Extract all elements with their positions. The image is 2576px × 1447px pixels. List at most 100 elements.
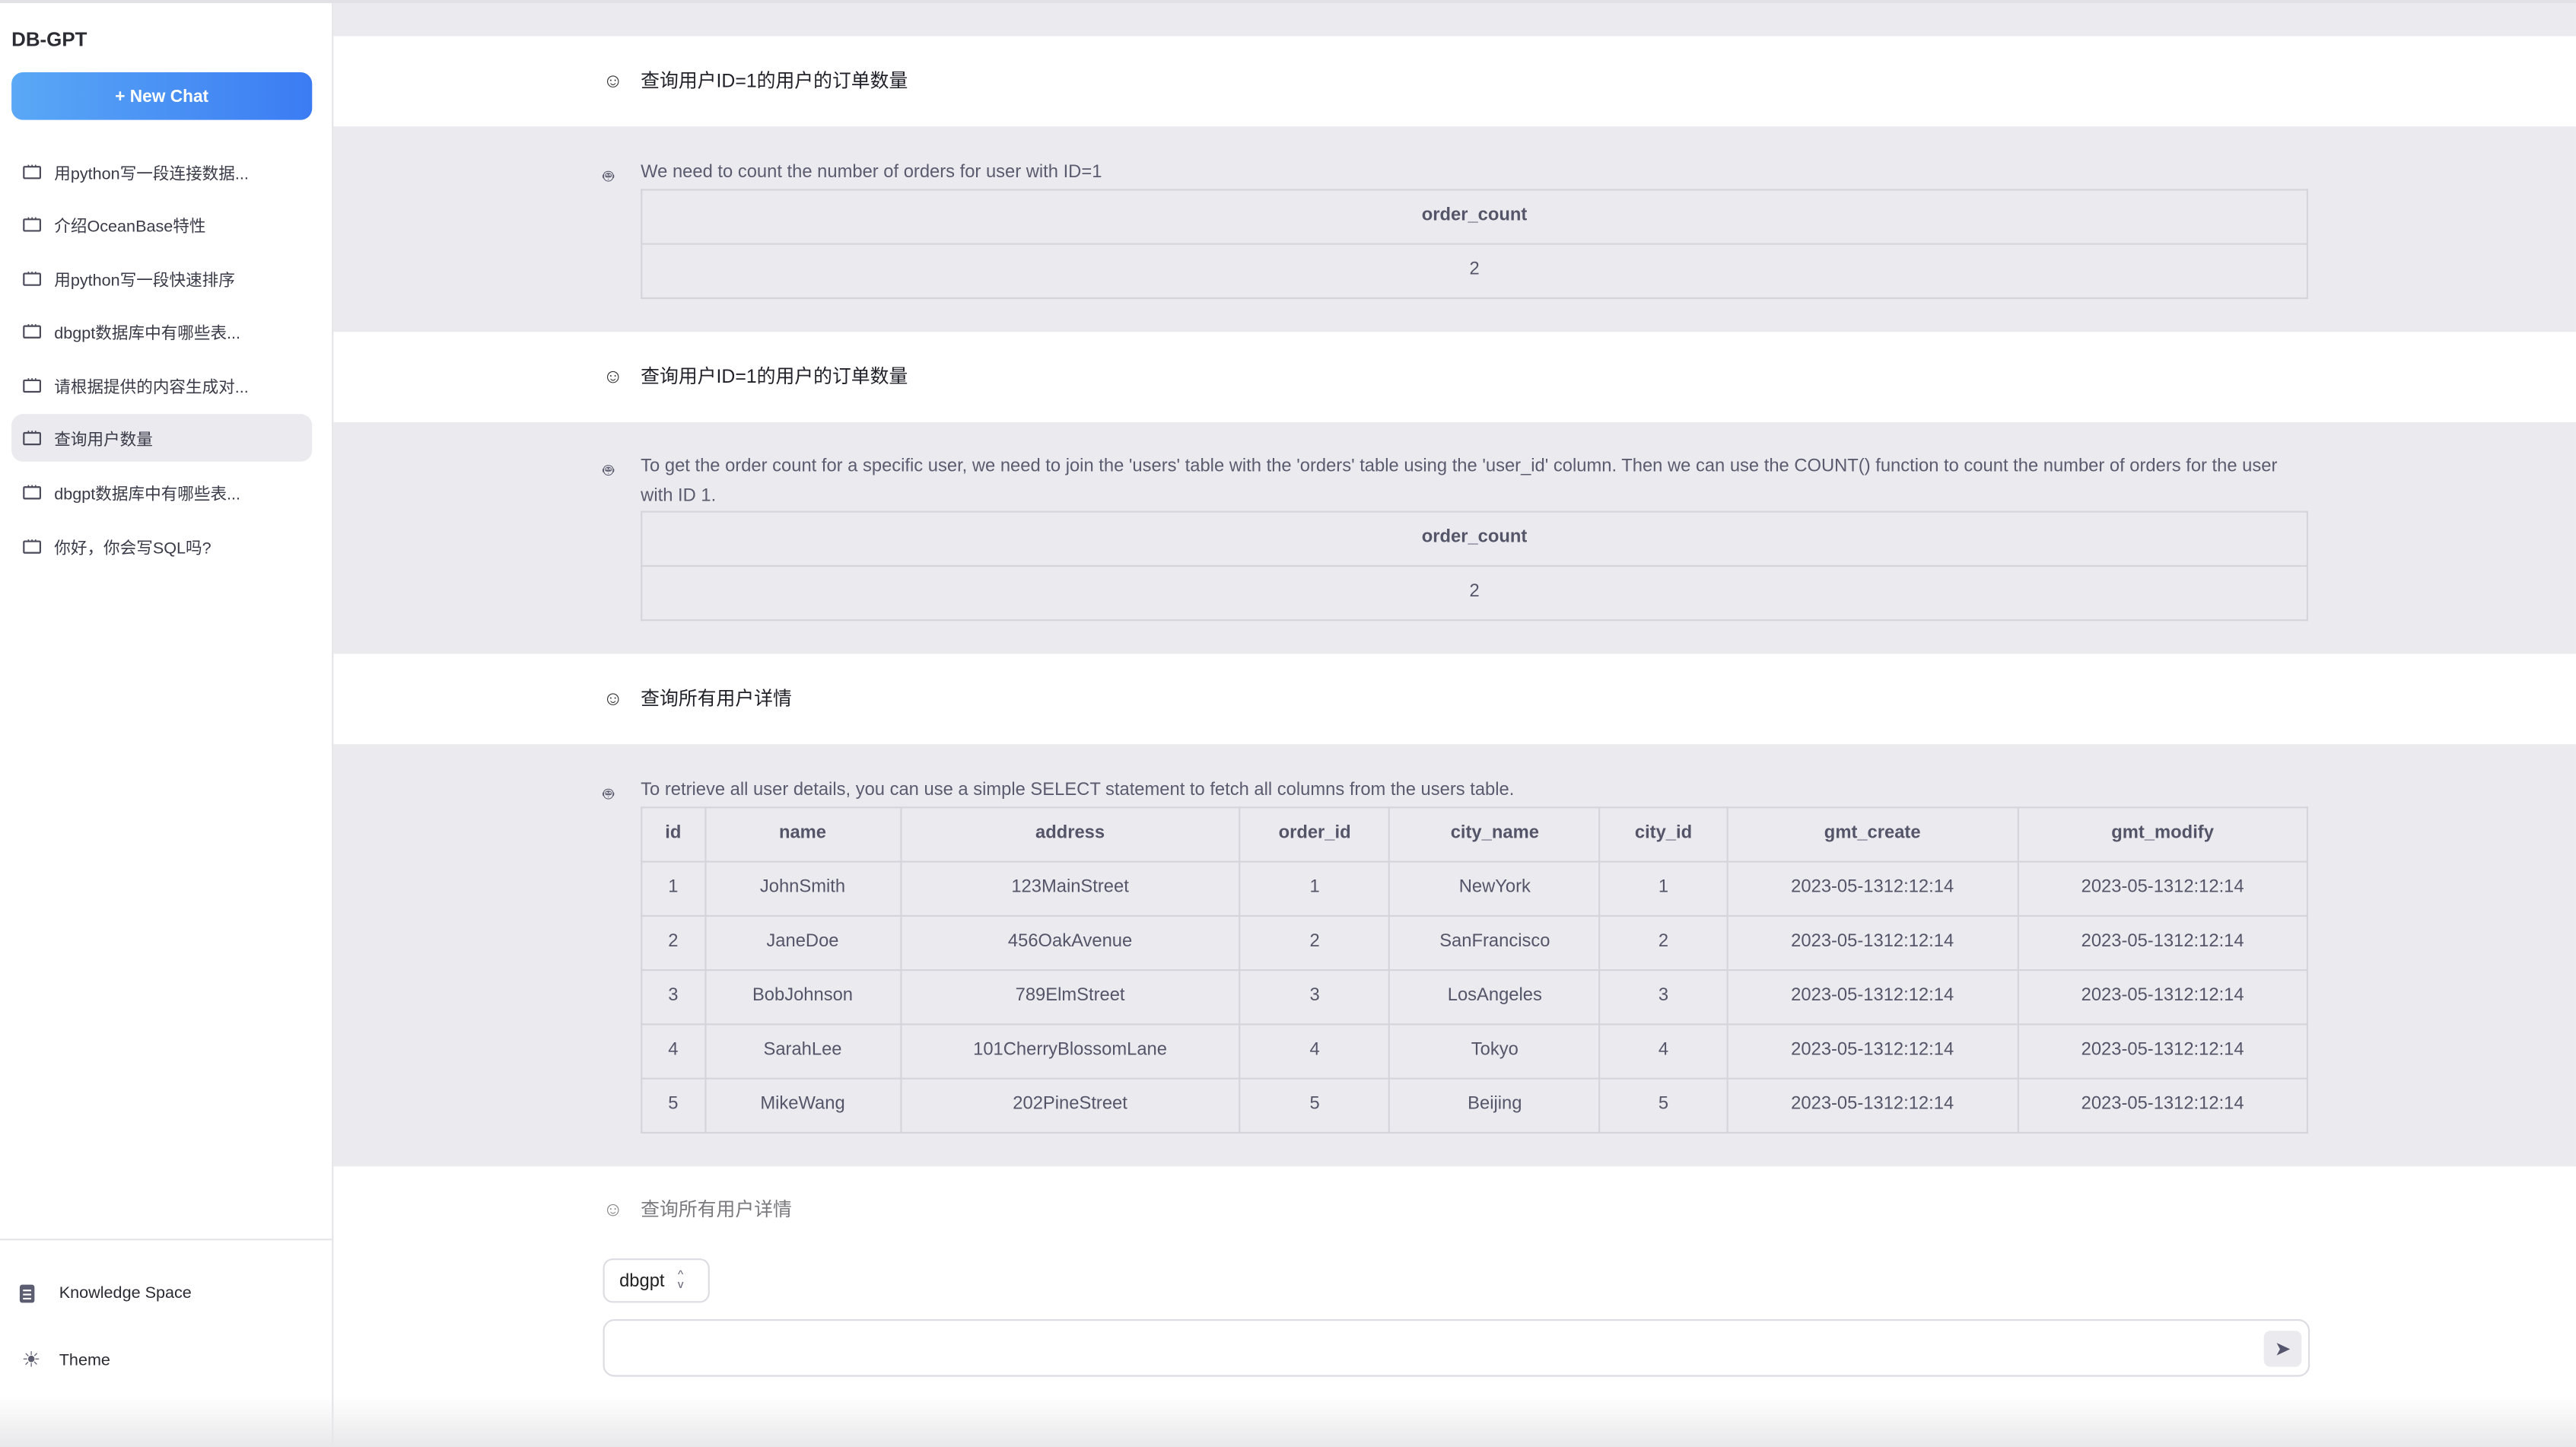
top-border	[0, 0, 2576, 4]
table-cell: 3	[1239, 968, 1391, 1025]
user-avatar-icon: ☺	[603, 685, 623, 709]
table-cell: NewYork	[1388, 860, 1601, 916]
table-cell: 1	[641, 860, 706, 916]
sidebar-chat-item[interactable]: 你好，你会写SQL吗?	[11, 523, 312, 571]
sidebar-chat-item[interactable]: 介绍OceanBase特性	[11, 200, 312, 248]
sidebar-item-label: 请根据提供的内容生成对...	[54, 379, 249, 398]
table-cell: 4	[1598, 1022, 1728, 1079]
table-cell: 3	[1598, 968, 1728, 1025]
table-cell: 2023-05-1312:12:14	[2017, 1022, 2308, 1079]
column-header: order_count	[641, 510, 2308, 567]
answer-text: We need to count the number of orders fo…	[641, 162, 1102, 183]
app-title: DB-GPT	[11, 27, 87, 51]
user-message: ☺ 查询所有用户详情	[333, 654, 2576, 744]
top-strip	[333, 3, 2576, 37]
table-row: 5 MikeWang 202PineStreet 5 Beijing 5 2023-05-1…	[641, 1077, 2308, 1133]
sidebar-chat-item[interactable]: 用python写一段快速排序	[11, 255, 312, 303]
table-cell: Tokyo	[1388, 1022, 1601, 1079]
table-cell: 2	[1598, 914, 1728, 971]
table-cell: 2	[641, 242, 2308, 298]
table-cell: 456OakAvenue	[899, 914, 1241, 971]
table-cell: 101CherryBlossomLane	[899, 1022, 1241, 1079]
table-cell: 123MainStreet	[899, 860, 1241, 916]
table-cell: BobJohnson	[704, 968, 902, 1025]
send-button[interactable]: ➤	[2263, 1331, 2302, 1367]
user-avatar-icon: ☺	[603, 364, 623, 387]
table-row: 4 SarahLee 101CherryBlossomLane 4 Tokyo 4 2023…	[641, 1022, 2308, 1079]
robot-icon: 🤖︎	[603, 167, 614, 188]
assistant-message: 🤖︎ We need to count the number of orders …	[333, 126, 2576, 332]
result-table: order_count 2	[641, 510, 2308, 622]
pending-question-text: 查询所有用户详情	[641, 1201, 792, 1221]
chat-bubble-icon	[23, 157, 41, 179]
table-header-row: id name address order_id city_name city_id gmt…	[641, 806, 2308, 862]
sidebar-item-label: dbgpt数据库中有哪些表...	[54, 486, 241, 504]
user-avatar-icon: ☺	[603, 68, 623, 91]
question-text: 查询所有用户详情	[641, 689, 792, 710]
sidebar-chat-item[interactable]: 查询用户数量	[11, 414, 313, 462]
answer-text: To retrieve all user details, you can us…	[641, 780, 1515, 800]
question-text: 查询用户ID=1的用户的订单数量	[641, 72, 908, 92]
user-message: ☺ 查询用户ID=1的用户的订单数量	[333, 332, 2576, 422]
sidebar-item-label: 用python写一段连接数据...	[54, 166, 249, 184]
chat-input-box: ➤	[603, 1318, 2310, 1377]
table-cell: JaneDoe	[704, 914, 902, 971]
table-cell: 2023-05-1312:12:14	[1725, 1022, 2019, 1079]
table-row: 2	[641, 564, 2308, 622]
new-chat-button[interactable]: + New Chat	[11, 72, 313, 120]
sidebar: DB-GPT + New Chat 用python写一段连接数据... 介绍Oce…	[0, 3, 334, 1447]
table-cell: 5	[641, 1077, 706, 1133]
sidebar-item-label: 用python写一段快速排序	[54, 272, 235, 291]
theme-toggle[interactable]: ☀ Theme	[20, 1347, 110, 1372]
table-header-row: order_count	[641, 510, 2308, 567]
table-cell: 202PineStreet	[899, 1077, 1241, 1133]
sidebar-chat-item[interactable]: 请根据提供的内容生成对...	[11, 361, 312, 409]
table-cell: 2	[641, 564, 2308, 622]
table-cell: 1	[1598, 860, 1728, 916]
table-cell: 2023-05-1312:12:14	[1725, 968, 2019, 1025]
table-cell: MikeWang	[704, 1077, 902, 1133]
table-cell: 2023-05-1312:12:14	[2017, 860, 2308, 916]
table-cell: 2023-05-1312:12:14	[1725, 860, 2019, 916]
sidebar-chat-item[interactable]: dbgpt数据库中有哪些表...	[11, 468, 312, 516]
table-cell: Beijing	[1388, 1077, 1601, 1133]
result-table: id name address order_id city_name city_id gmt…	[641, 806, 2308, 1133]
sidebar-item-label: 查询用户数量	[54, 431, 153, 450]
table-cell: 4	[641, 1022, 706, 1079]
table-cell: 789ElmStreet	[899, 968, 1241, 1025]
answer-text: To get the order count for a specific us…	[641, 456, 2278, 506]
knowledge-space-link[interactable]: Knowledge Space	[19, 1284, 192, 1303]
column-header: gmt_create	[1725, 806, 2019, 862]
chevron-up-down-icon: ^ v	[677, 1269, 684, 1291]
sidebar-chat-item[interactable]: dbgpt数据库中有哪些表...	[11, 307, 312, 355]
chat-input[interactable]	[617, 1331, 2251, 1370]
table-cell: SanFrancisco	[1388, 914, 1601, 971]
table-cell: 5	[1239, 1077, 1391, 1133]
pending-question: ☺ 查询所有用户详情	[603, 1196, 791, 1223]
table-cell: 4	[1239, 1022, 1391, 1079]
column-header: order_count	[641, 188, 2308, 244]
column-header: id	[641, 806, 706, 862]
chat-bubble-icon	[23, 423, 41, 445]
chat-bubble-icon	[23, 209, 41, 231]
chat-bubble-icon	[23, 264, 41, 285]
column-header: city_name	[1388, 806, 1601, 862]
column-header: name	[704, 806, 902, 862]
table-cell: 3	[641, 968, 706, 1025]
user-message: ☺ 查询用户ID=1的用户的订单数量	[333, 37, 2576, 127]
sidebar-item-label: 介绍OceanBase特性	[54, 218, 206, 237]
knowledge-space-label: Knowledge Space	[59, 1284, 192, 1303]
sidebar-chat-item[interactable]: 用python写一段连接数据...	[11, 148, 312, 196]
chat-bubble-icon	[23, 316, 41, 338]
table-cell: 2023-05-1312:12:14	[2017, 914, 2308, 971]
table-cell: 2	[641, 914, 706, 971]
sun-icon: ☀	[21, 1347, 41, 1372]
table-cell: JohnSmith	[704, 860, 902, 916]
theme-label: Theme	[59, 1351, 110, 1369]
robot-icon: 🤖︎	[603, 785, 614, 806]
chat-area: ☺ 查询用户ID=1的用户的订单数量 🤖︎ We need to count the …	[333, 3, 2576, 1447]
table-cell: 2023-05-1312:12:14	[2017, 968, 2308, 1025]
database-select[interactable]: dbgpt ^ v	[603, 1258, 710, 1303]
chat-bubble-icon	[23, 477, 41, 499]
